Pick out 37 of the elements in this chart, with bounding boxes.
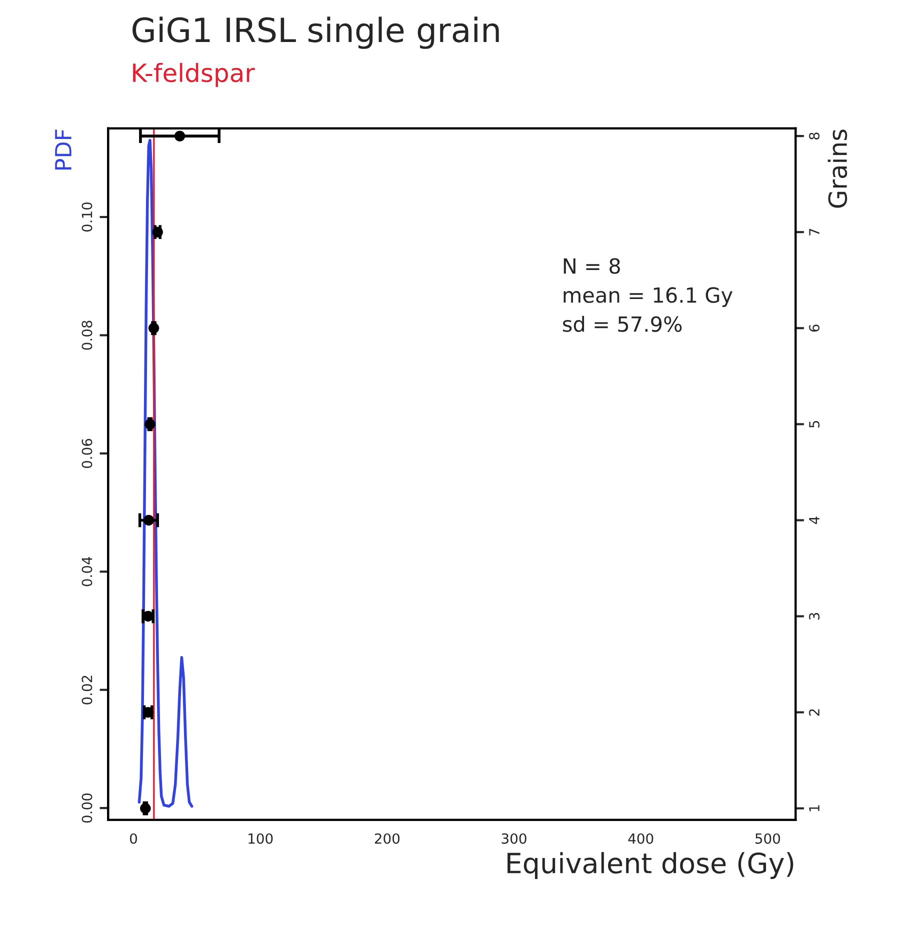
- y2-tick-label: 3: [809, 612, 820, 620]
- y-tick-label: 0.04: [82, 556, 92, 586]
- y2-tick-label: 7: [809, 228, 820, 236]
- x-tick-label: 100: [248, 833, 273, 844]
- x-tick-label: 0: [130, 833, 137, 844]
- chart-subtitle: K-feldspar: [133, 62, 255, 88]
- y2-tick-label: 6: [809, 324, 820, 332]
- annotation: N = 8: [564, 258, 620, 274]
- point: [174, 130, 186, 142]
- y-tick-label: 0.10: [82, 202, 92, 232]
- point: [140, 802, 151, 814]
- point: [142, 610, 154, 622]
- chart-title: GiG1 IRSL single grain: [132, 16, 499, 49]
- point: [144, 418, 156, 430]
- y2-tick-label: 2: [809, 709, 820, 716]
- line-series: [138, 138, 194, 808]
- y2-tick-label: 5: [809, 420, 820, 428]
- y2-tick-label: 1: [809, 805, 820, 812]
- y2-tick-label: 8: [809, 132, 820, 140]
- y-tick-label: 0.08: [82, 320, 92, 350]
- y-tick-label: 0.02: [82, 676, 92, 704]
- point: [143, 514, 154, 526]
- point: [148, 322, 160, 334]
- y-tick-label: 0.00: [82, 794, 92, 823]
- x-tick-label: 400: [628, 833, 654, 844]
- x-tick-label: 300: [502, 833, 526, 844]
- y2-tick-label: 4: [809, 516, 820, 524]
- y2-axis-title: Grains: [828, 130, 848, 208]
- x-axis-title: Equivalent dose (Gy): [508, 852, 794, 879]
- x-tick-label: 500: [755, 833, 780, 844]
- x-tick-label: 200: [374, 833, 400, 844]
- y-axis-title: PDF: [55, 130, 72, 170]
- annotation: sd = 57.9%: [562, 316, 682, 332]
- point: [142, 706, 154, 718]
- annotation: mean = 16.1 Gy: [564, 287, 732, 307]
- point: [152, 226, 163, 238]
- y-tick-label: 0.06: [82, 438, 92, 468]
